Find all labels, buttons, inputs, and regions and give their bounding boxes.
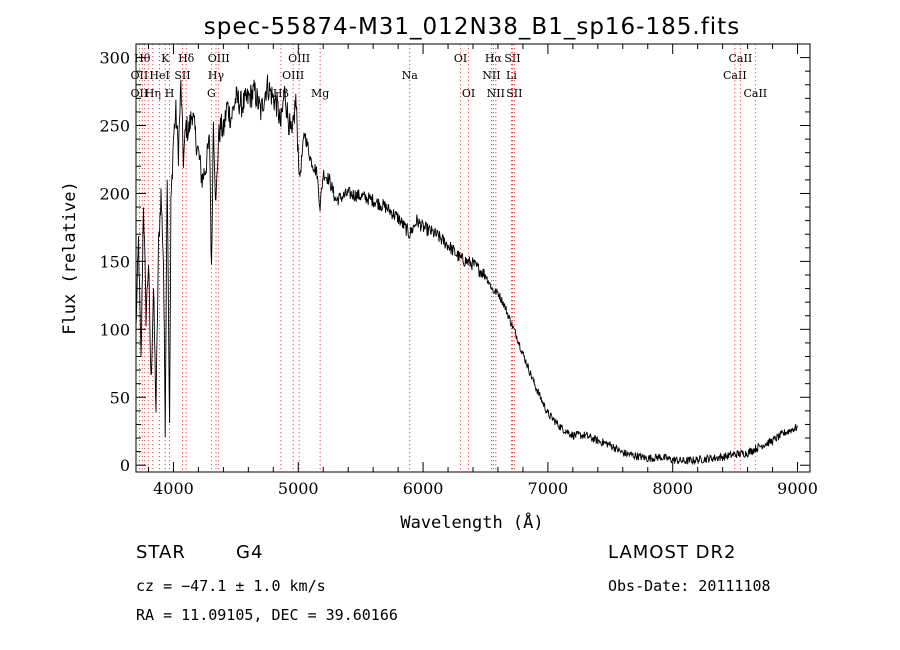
spectral-line-label: CaII [729, 52, 753, 65]
spectral-line-label: OII [131, 69, 149, 82]
spectral-line-label: OII [131, 87, 149, 100]
spectral-line-label: Hδ [178, 52, 195, 65]
coordinates: RA = 11.09105, DEC = 39.60166 [136, 606, 398, 624]
spectral-line-label: NII [482, 69, 500, 82]
x-tick-label: 7000 [528, 479, 569, 498]
y-tick-label: 200 [99, 184, 130, 203]
observation-date: Obs-Date: 20111108 [608, 577, 771, 595]
spectral-line-label: CaII [723, 69, 747, 82]
spectral-line-label: OI [454, 52, 467, 65]
spectral-line-label: CaII [743, 87, 767, 100]
spectral-line-label: Hα [485, 52, 503, 65]
y-tick-label: 300 [99, 49, 130, 68]
object-class: STAR [136, 542, 186, 563]
x-tick-label: 8000 [652, 479, 693, 498]
spectral-line-label: HeI [149, 69, 169, 82]
spectral-line-label: OIII [288, 52, 310, 65]
spectral-line-label: Hγ [208, 69, 225, 82]
y-tick-label: 50 [110, 388, 130, 407]
spectral-line-label: K [161, 52, 170, 65]
spectral-line-label: OIII [282, 69, 304, 82]
spectral-line-label: G [207, 87, 216, 100]
x-tick-label: 5000 [278, 479, 319, 498]
spectral-line-label: SII [504, 52, 520, 65]
y-axis-label: Flux (relative) [60, 181, 80, 335]
y-tick-label: 250 [99, 117, 130, 136]
x-tick-label: 6000 [403, 479, 444, 498]
survey-name: LAMOST DR2 [608, 542, 737, 563]
spectral-line-label: Na [402, 69, 419, 82]
spectral-line-label: SII [506, 87, 522, 100]
y-tick-label: 100 [99, 320, 130, 339]
spectrum-line [135, 74, 798, 466]
spectral-line-label: OIII [208, 52, 230, 65]
spectrum-series [135, 74, 798, 466]
y-axis-ticks: 0 50 100 150 200 250 300 [99, 49, 810, 475]
y-tick-label: 150 [99, 252, 130, 271]
spectral-line-label: Li [506, 69, 517, 82]
redshift-cz: cz = −47.1 ± 1.0 km/s [136, 577, 326, 595]
x-axis-label: Wavelength (Å) [400, 511, 543, 533]
spectral-line-label: Mg [311, 87, 329, 100]
y-tick-label: 0 [120, 456, 130, 475]
x-tick-label: 9000 [777, 479, 818, 498]
spectral-line-label: Hθ [134, 52, 151, 65]
spectral-line-label: SII [174, 69, 190, 82]
chart-title: spec-55874-M31_012N38_B1_sp16-185.fits [204, 14, 740, 40]
spectral-line-label: H [165, 87, 175, 100]
spectral-line-label: Hη [145, 87, 161, 100]
x-axis-ticks: 4000 5000 6000 7000 8000 9000 [147, 44, 818, 498]
spectral-line-label: OI [462, 87, 475, 100]
spectral-line-label: NII [487, 87, 505, 100]
object-subclass: G4 [236, 542, 264, 563]
x-tick-label: 4000 [153, 479, 194, 498]
